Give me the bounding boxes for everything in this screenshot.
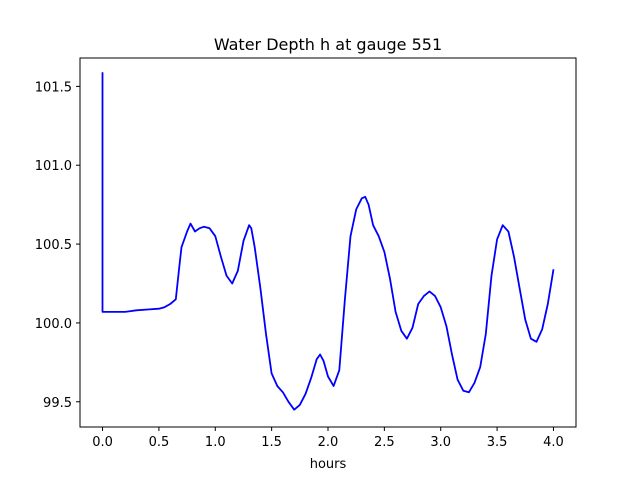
y-tick-label: 101.5 bbox=[35, 80, 72, 95]
x-tick-label: 4.0 bbox=[543, 435, 564, 450]
y-tick-label: 99.5 bbox=[43, 396, 72, 411]
y-tick-label: 101.0 bbox=[35, 159, 72, 174]
plot-area-frame bbox=[79, 57, 577, 428]
x-tick-label: 3.0 bbox=[430, 435, 451, 450]
y-tick-label: 100.0 bbox=[35, 317, 72, 332]
x-axis-label: hours bbox=[310, 457, 347, 472]
chart-title: Water Depth h at gauge 551 bbox=[214, 35, 442, 54]
x-tick-label: 3.5 bbox=[487, 435, 508, 450]
series-line-water-depth bbox=[101, 72, 555, 411]
x-tick-label: 2.5 bbox=[374, 435, 395, 450]
y-axis: 99.5 100.0 100.5 101.0 101.5 bbox=[35, 80, 80, 411]
x-tick-label: 1.0 bbox=[205, 435, 226, 450]
x-tick-label: 0.5 bbox=[149, 435, 170, 450]
x-tick-label: 0.0 bbox=[92, 435, 113, 450]
y-tick-label: 100.5 bbox=[35, 238, 72, 253]
x-axis: 0.0 0.5 1.0 1.5 2.0 2.5 3.0 3.5 4.0 bbox=[92, 427, 564, 450]
x-tick-label: 2.0 bbox=[318, 435, 339, 450]
x-tick-label: 1.5 bbox=[261, 435, 282, 450]
